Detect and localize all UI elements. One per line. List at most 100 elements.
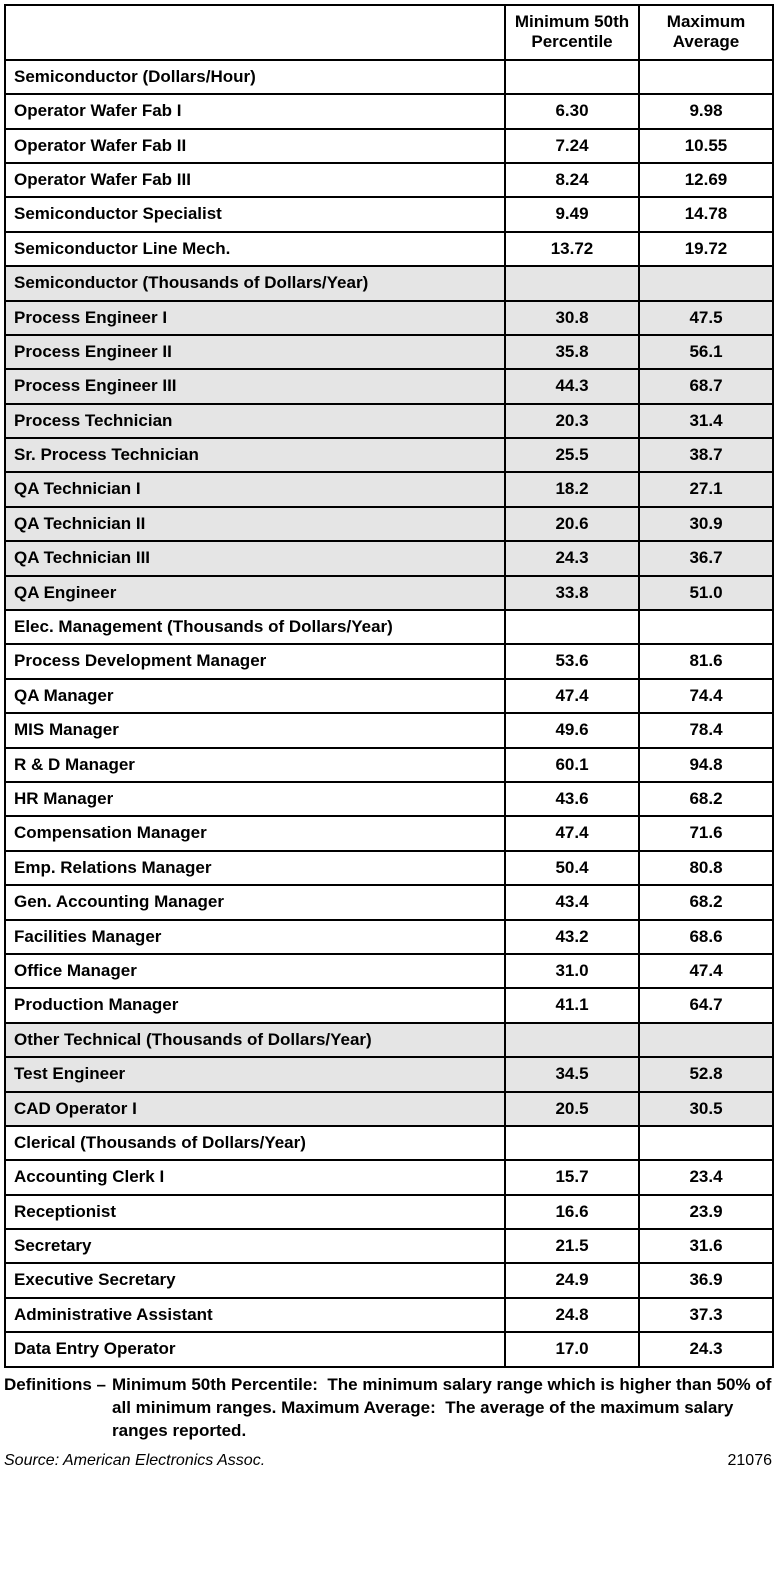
section-header-row: Other Technical (Thousands of Dollars/Ye… xyxy=(5,1023,773,1057)
table-row: Process Engineer I30.847.5 xyxy=(5,301,773,335)
row-max: 23.4 xyxy=(639,1160,773,1194)
header-row: Minimum 50th Percentile Maximum Average xyxy=(5,5,773,60)
row-min: 7.24 xyxy=(505,129,639,163)
table-row: Test Engineer34.552.8 xyxy=(5,1057,773,1091)
row-max: 74.4 xyxy=(639,679,773,713)
row-label: Test Engineer xyxy=(5,1057,505,1091)
row-max: 36.7 xyxy=(639,541,773,575)
table-row: Operator Wafer Fab II7.2410.55 xyxy=(5,129,773,163)
row-min: 60.1 xyxy=(505,748,639,782)
row-max: 94.8 xyxy=(639,748,773,782)
col-header-max: Maximum Average xyxy=(639,5,773,60)
row-max: 30.5 xyxy=(639,1092,773,1126)
row-label: Process Engineer I xyxy=(5,301,505,335)
row-min: 24.3 xyxy=(505,541,639,575)
row-label: Accounting Clerk I xyxy=(5,1160,505,1194)
row-min: 43.4 xyxy=(505,885,639,919)
source-citation: Source: American Electronics Assoc. xyxy=(4,1452,265,1470)
table-row: Semiconductor Line Mech.13.7219.72 xyxy=(5,232,773,266)
row-max: 37.3 xyxy=(639,1298,773,1332)
row-label: Process Development Manager xyxy=(5,644,505,678)
table-row: Compensation Manager47.471.6 xyxy=(5,816,773,850)
row-max: 24.3 xyxy=(639,1332,773,1366)
row-min: 24.9 xyxy=(505,1263,639,1297)
row-max: 47.4 xyxy=(639,954,773,988)
row-label: Administrative Assistant xyxy=(5,1298,505,1332)
row-label: Executive Secretary xyxy=(5,1263,505,1297)
row-label: Operator Wafer Fab II xyxy=(5,129,505,163)
row-min: 31.0 xyxy=(505,954,639,988)
row-label: Compensation Manager xyxy=(5,816,505,850)
row-min: 35.8 xyxy=(505,335,639,369)
empty-cell xyxy=(639,1126,773,1160)
empty-cell xyxy=(505,266,639,300)
row-min: 18.2 xyxy=(505,472,639,506)
row-label: Office Manager xyxy=(5,954,505,988)
table-row: Process Development Manager53.681.6 xyxy=(5,644,773,678)
table-row: QA Engineer33.851.0 xyxy=(5,576,773,610)
section-header-row: Semiconductor (Thousands of Dollars/Year… xyxy=(5,266,773,300)
salary-table: Minimum 50th Percentile Maximum Average … xyxy=(4,4,774,1368)
table-row: HR Manager43.668.2 xyxy=(5,782,773,816)
table-row: QA Technician I18.227.1 xyxy=(5,472,773,506)
table-row: Process Engineer III44.368.7 xyxy=(5,369,773,403)
row-max: 23.9 xyxy=(639,1195,773,1229)
row-label: Operator Wafer Fab I xyxy=(5,94,505,128)
row-max: 38.7 xyxy=(639,438,773,472)
row-min: 21.5 xyxy=(505,1229,639,1263)
row-min: 25.5 xyxy=(505,438,639,472)
row-max: 68.6 xyxy=(639,920,773,954)
row-min: 49.6 xyxy=(505,713,639,747)
row-label: Facilities Manager xyxy=(5,920,505,954)
row-min: 17.0 xyxy=(505,1332,639,1366)
row-min: 50.4 xyxy=(505,851,639,885)
row-min: 41.1 xyxy=(505,988,639,1022)
row-max: 31.4 xyxy=(639,404,773,438)
col-header-min: Minimum 50th Percentile xyxy=(505,5,639,60)
row-label: Data Entry Operator xyxy=(5,1332,505,1366)
table-row: Sr. Process Technician25.538.7 xyxy=(5,438,773,472)
table-row: QA Technician III24.336.7 xyxy=(5,541,773,575)
row-max: 68.2 xyxy=(639,782,773,816)
row-max: 52.8 xyxy=(639,1057,773,1091)
row-label: R & D Manager xyxy=(5,748,505,782)
table-row: R & D Manager60.194.8 xyxy=(5,748,773,782)
row-max: 47.5 xyxy=(639,301,773,335)
table-row: Receptionist16.623.9 xyxy=(5,1195,773,1229)
table-row: CAD Operator I20.530.5 xyxy=(5,1092,773,1126)
row-max: 78.4 xyxy=(639,713,773,747)
row-label: Receptionist xyxy=(5,1195,505,1229)
document-id: 21076 xyxy=(728,1452,773,1470)
table-row: Semiconductor Specialist9.4914.78 xyxy=(5,197,773,231)
empty-cell xyxy=(639,266,773,300)
row-max: 71.6 xyxy=(639,816,773,850)
row-min: 47.4 xyxy=(505,816,639,850)
table-row: Office Manager31.047.4 xyxy=(5,954,773,988)
row-max: 36.9 xyxy=(639,1263,773,1297)
row-min: 15.7 xyxy=(505,1160,639,1194)
row-max: 51.0 xyxy=(639,576,773,610)
table-row: Facilities Manager43.268.6 xyxy=(5,920,773,954)
row-max: 12.69 xyxy=(639,163,773,197)
section-title: Other Technical (Thousands of Dollars/Ye… xyxy=(5,1023,505,1057)
row-max: 14.78 xyxy=(639,197,773,231)
row-label: Sr. Process Technician xyxy=(5,438,505,472)
row-min: 16.6 xyxy=(505,1195,639,1229)
row-min: 30.8 xyxy=(505,301,639,335)
row-label: QA Engineer xyxy=(5,576,505,610)
row-label: HR Manager xyxy=(5,782,505,816)
row-min: 20.3 xyxy=(505,404,639,438)
table-row: Data Entry Operator17.024.3 xyxy=(5,1332,773,1366)
row-min: 44.3 xyxy=(505,369,639,403)
table-row: MIS Manager49.678.4 xyxy=(5,713,773,747)
row-label: Semiconductor Line Mech. xyxy=(5,232,505,266)
section-title: Semiconductor (Dollars/Hour) xyxy=(5,60,505,94)
row-label: CAD Operator I xyxy=(5,1092,505,1126)
table-row: Process Technician20.331.4 xyxy=(5,404,773,438)
section-title: Clerical (Thousands of Dollars/Year) xyxy=(5,1126,505,1160)
empty-cell xyxy=(639,610,773,644)
row-label: Process Engineer III xyxy=(5,369,505,403)
row-min: 24.8 xyxy=(505,1298,639,1332)
table-row: Executive Secretary24.936.9 xyxy=(5,1263,773,1297)
row-max: 81.6 xyxy=(639,644,773,678)
